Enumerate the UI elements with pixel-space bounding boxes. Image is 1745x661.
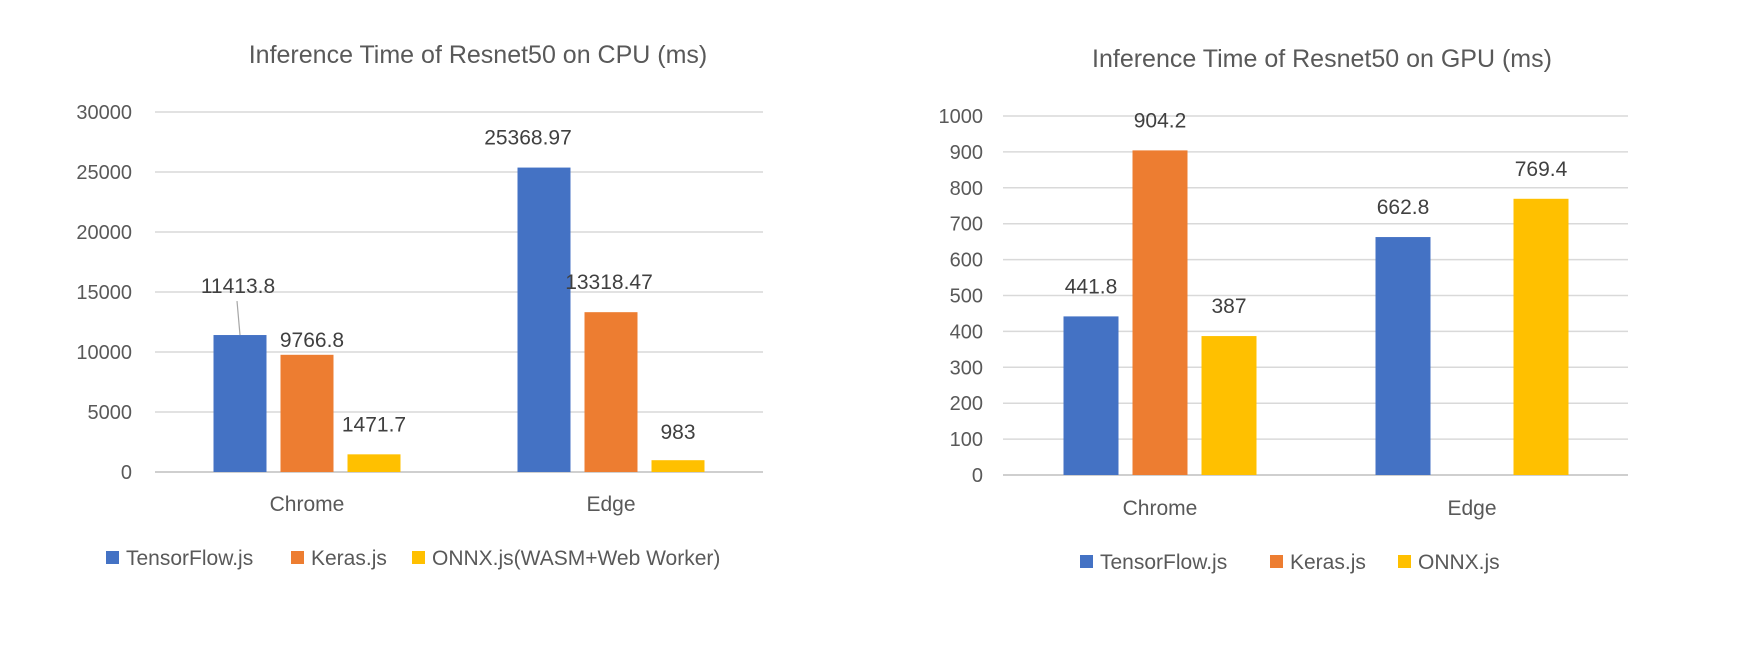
data-label: 983 — [660, 421, 695, 444]
bar-tensorflow-js-chrome — [1063, 316, 1119, 475]
bar-onnx-js-edge — [1513, 198, 1569, 475]
y-tick-label: 900 — [950, 142, 983, 164]
legend-label: Keras.js — [311, 547, 387, 570]
legend-swatch — [412, 551, 425, 564]
y-tick-label: 1000 — [939, 106, 984, 128]
data-label: 441.8 — [1065, 275, 1118, 298]
legend-label: TensorFlow.js — [1100, 551, 1227, 574]
chart-title: Inference Time of Resnet50 on GPU (ms) — [1092, 45, 1552, 73]
legend-swatch — [291, 551, 304, 564]
x-tick-label: Chrome — [270, 493, 345, 516]
y-tick-label: 15000 — [76, 282, 132, 304]
bar-onnx-js-wasm-web-worker--chrome — [347, 454, 401, 472]
y-tick-label: 0 — [972, 465, 983, 487]
cpu-chart: Inference Time of Resnet50 on CPU (ms) 0 5… — [76, 41, 763, 570]
bar-onnx-js-chrome — [1201, 336, 1257, 475]
legend-label: TensorFlow.js — [126, 547, 253, 570]
legend-label: Keras.js — [1290, 551, 1366, 574]
data-label: 25368.97 — [484, 127, 572, 150]
x-tick-label: Edge — [586, 493, 635, 516]
data-label: 387 — [1211, 295, 1246, 318]
bar-onnx-js-wasm-web-worker--edge — [651, 460, 705, 472]
data-label: 9766.8 — [280, 329, 344, 352]
legend-swatch — [106, 551, 119, 564]
y-tick-label: 100 — [950, 429, 983, 451]
data-label: 1471.7 — [342, 413, 406, 436]
bar-keras-js-chrome — [1132, 150, 1188, 475]
data-label: 769.4 — [1515, 158, 1568, 181]
legend-swatch — [1270, 555, 1283, 568]
bar-keras-js-edge — [584, 312, 638, 472]
legend-swatch — [1080, 555, 1093, 568]
data-label-leader-line — [236, 300, 241, 336]
y-tick-label: 400 — [950, 321, 983, 343]
y-tick-label: 300 — [950, 357, 983, 379]
y-tick-label: 200 — [950, 393, 983, 415]
y-tick-label: 10000 — [76, 342, 132, 364]
y-tick-label: 800 — [950, 178, 983, 200]
y-tick-label: 700 — [950, 214, 983, 236]
bar-tensorflow-js-edge — [517, 167, 571, 472]
x-tick-label: Chrome — [1123, 497, 1198, 520]
x-tick-label: Edge — [1447, 497, 1496, 520]
data-label: 904.2 — [1134, 109, 1187, 132]
y-tick-label: 5000 — [88, 402, 133, 424]
y-tick-label: 30000 — [76, 102, 132, 124]
data-label: 11413.8 — [201, 275, 275, 298]
legend-label: ONNX.js(WASM+Web Worker) — [432, 547, 720, 570]
y-tick-label: 25000 — [76, 162, 132, 184]
y-tick-label: 600 — [950, 250, 983, 272]
legend-label: ONNX.js — [1418, 551, 1500, 574]
gpu-chart: Inference Time of Resnet50 on GPU (ms) 0 1… — [939, 45, 1628, 574]
data-label: 13318.47 — [565, 271, 653, 294]
y-tick-label: 20000 — [76, 222, 132, 244]
bar-tensorflow-js-edge — [1375, 237, 1431, 475]
legend-swatch — [1398, 555, 1411, 568]
bar-tensorflow-js-chrome — [213, 335, 267, 472]
y-tick-label: 500 — [950, 286, 983, 308]
data-label: 662.8 — [1377, 196, 1430, 219]
chart-title: Inference Time of Resnet50 on CPU (ms) — [249, 41, 708, 69]
bar-keras-js-chrome — [280, 354, 334, 472]
y-tick-label: 0 — [121, 462, 132, 484]
